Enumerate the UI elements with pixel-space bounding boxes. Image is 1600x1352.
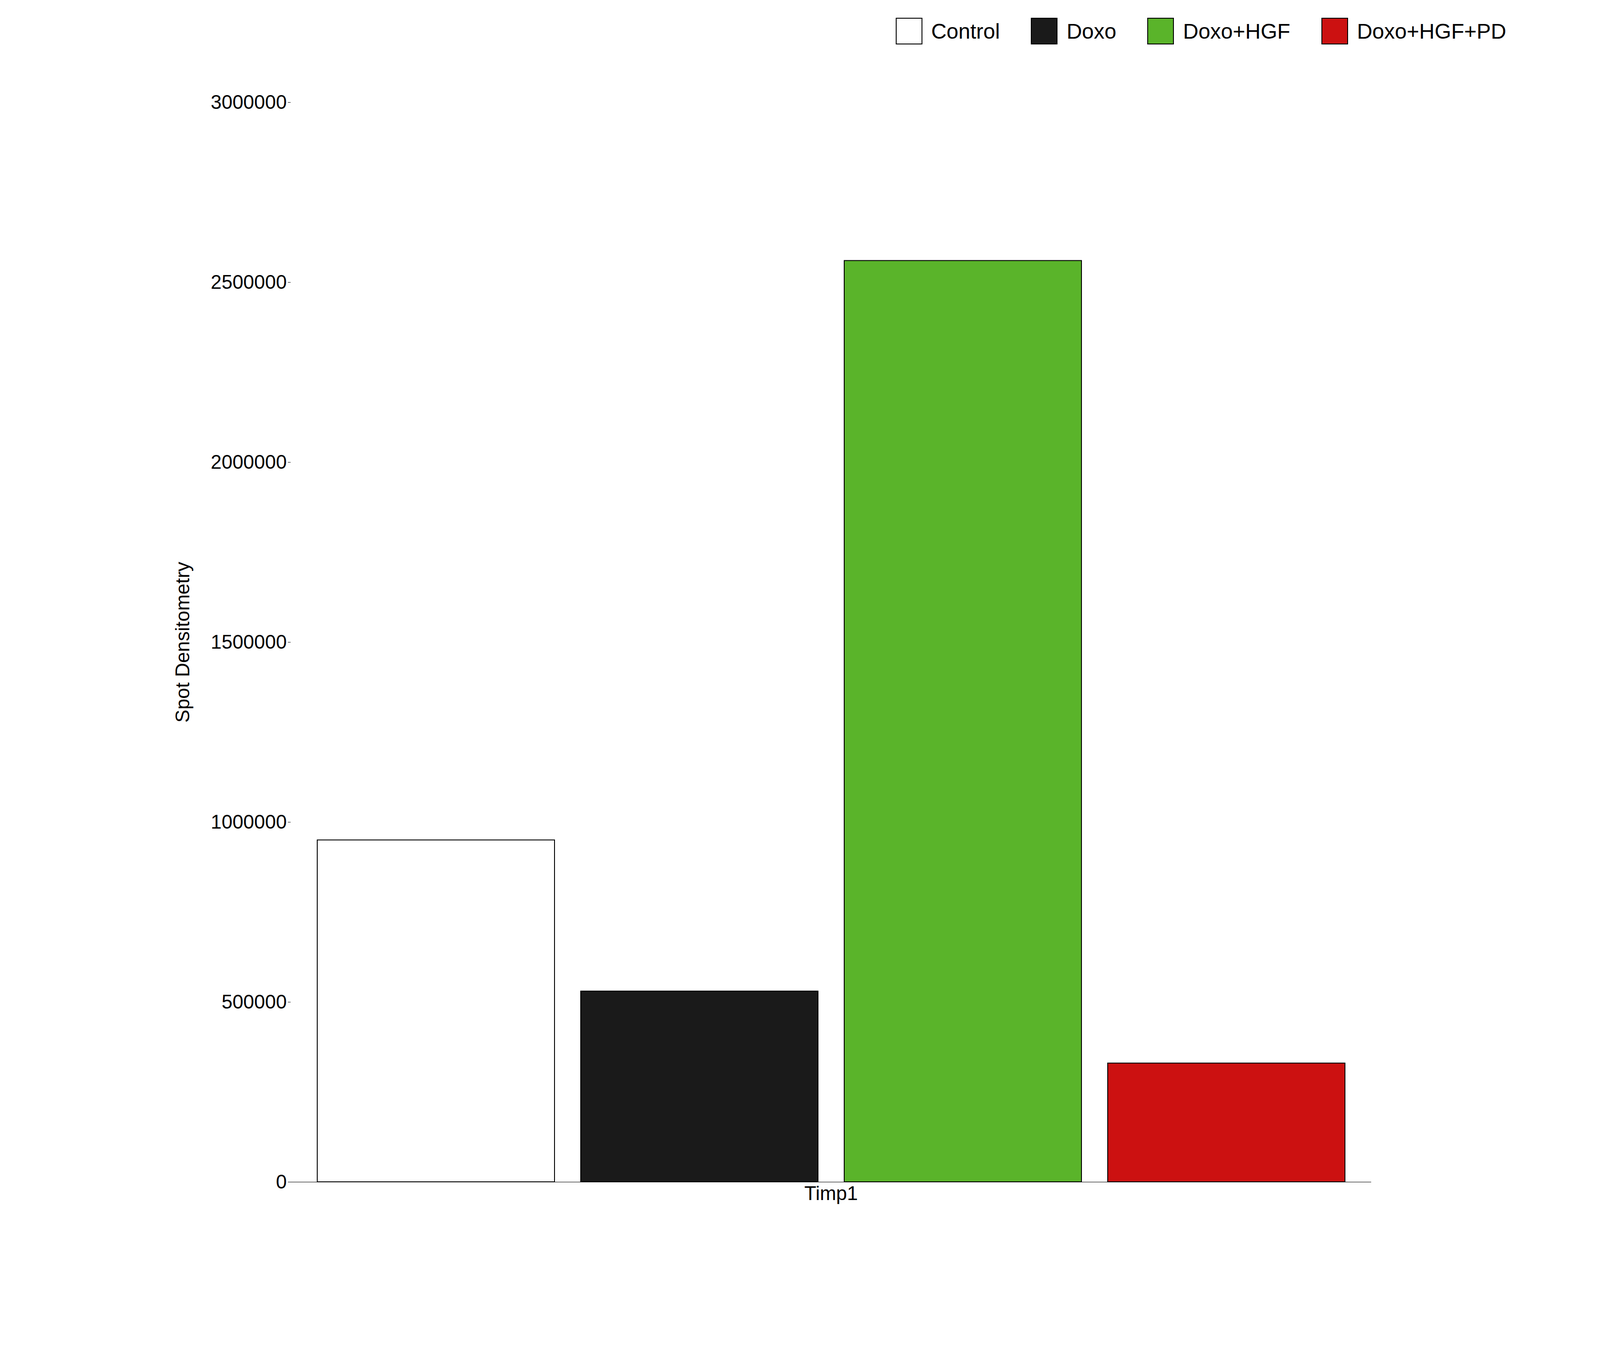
svg-text:2000000: 2000000 xyxy=(210,450,287,473)
svg-text:Spot Densitometry: Spot Densitometry xyxy=(171,562,194,723)
svg-text:Timp1: Timp1 xyxy=(804,1182,858,1205)
svg-text:500000: 500000 xyxy=(221,990,288,1013)
html-text:Doxo+HGF: Doxo+HGF xyxy=(1183,19,1291,43)
svg-text:1500000: 1500000 xyxy=(210,630,287,653)
svg-text:1000000: 1000000 xyxy=(210,810,287,833)
svg-text:0: 0 xyxy=(275,1170,287,1193)
html-text:Doxo+HGF+PD: Doxo+HGF+PD xyxy=(1356,19,1507,43)
svg-text:3000000: 3000000 xyxy=(210,91,287,113)
svg-text:2500000: 2500000 xyxy=(210,271,287,293)
html-text:Doxo: Doxo xyxy=(1066,19,1117,43)
html-text:Control: Control xyxy=(931,19,1000,43)
